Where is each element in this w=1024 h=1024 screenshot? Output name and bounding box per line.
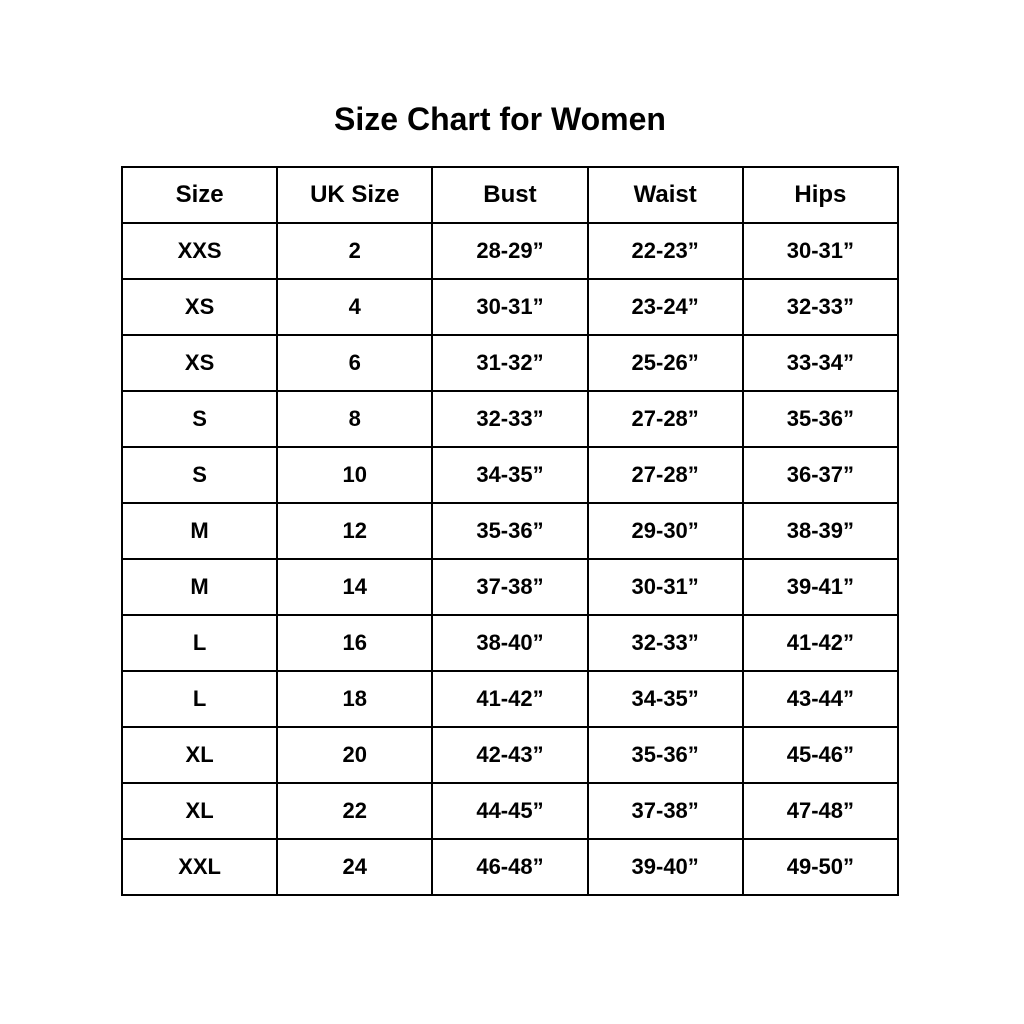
table-row: XL 22 44-45” 37-38” 47-48” [120,782,900,840]
table-row: XS 6 31-32” 25-26” 33-34” [120,334,900,392]
table-cell: 32-33” [586,614,744,672]
table-row: M 14 37-38” 30-31” 39-41” [120,558,900,616]
table-row: XXS 2 28-29” 22-23” 30-31” [120,222,900,280]
table-cell: XXS [120,222,279,280]
table-cell: 41-42” [431,670,589,728]
table-cell: 25-26” [586,334,744,392]
table-cell: L [120,614,279,672]
table-cell: 24 [276,838,434,896]
table-cell: 30-31” [431,278,589,336]
table-cell: L [120,670,279,728]
table-row: XS 4 30-31” 23-24” 32-33” [120,278,900,336]
table-cell: 27-28” [586,390,744,448]
column-header: Hips [741,166,900,224]
table-cell: XL [120,726,279,784]
table-cell: 38-40” [431,614,589,672]
table-cell: 23-24” [586,278,744,336]
table-cell: 38-39” [741,502,900,560]
column-header: Waist [586,166,744,224]
table-cell: 6 [276,334,434,392]
table-cell: 32-33” [431,390,589,448]
table-cell: 8 [276,390,434,448]
table-cell: 37-38” [431,558,589,616]
table-cell: 27-28” [586,446,744,504]
table-cell: 36-37” [741,446,900,504]
table-row: XXL 24 46-48” 39-40” 49-50” [120,838,900,896]
table-row: M 12 35-36” 29-30” 38-39” [120,502,900,560]
column-header: UK Size [276,166,434,224]
size-table-header-row: Size UK Size Bust Waist Hips [120,166,900,224]
table-cell: 2 [276,222,434,280]
page-title: Size Chart for Women [334,101,666,137]
table-cell: 14 [276,558,434,616]
table-cell: 34-35” [431,446,589,504]
size-chart-table: Size UK Size Bust Waist Hips XXS 2 28-29” 22-23… [120,166,900,896]
table-cell: S [120,446,279,504]
table-cell: 37-38” [586,782,744,840]
table-cell: 46-48” [431,838,589,896]
table-cell: XL [120,782,279,840]
column-header: Size [120,166,279,224]
size-table-head: Size UK Size Bust Waist Hips [120,166,900,224]
table-cell: 43-44” [741,670,900,728]
table-cell: XS [120,334,279,392]
table-cell: XXL [120,838,279,896]
table-cell: M [120,502,279,560]
table-cell: XS [120,278,279,336]
table-cell: 31-32” [431,334,589,392]
table-cell: 33-34” [741,334,900,392]
table-cell: 32-33” [741,278,900,336]
table-row: L 16 38-40” 32-33” 41-42” [120,614,900,672]
table-cell: S [120,390,279,448]
table-row: XL 20 42-43” 35-36” 45-46” [120,726,900,784]
table-cell: 35-36” [741,390,900,448]
table-cell: 39-41” [741,558,900,616]
table-row: S 10 34-35” 27-28” 36-37” [120,446,900,504]
table-cell: 47-48” [741,782,900,840]
table-cell: 29-30” [586,502,744,560]
table-cell: 49-50” [741,838,900,896]
table-cell: 42-43” [431,726,589,784]
table-cell: 41-42” [741,614,900,672]
table-cell: 10 [276,446,434,504]
table-cell: 22 [276,782,434,840]
table-cell: 39-40” [586,838,744,896]
table-row: L 18 41-42” 34-35” 43-44” [120,670,900,728]
table-cell: 30-31” [586,558,744,616]
table-cell: 16 [276,614,434,672]
table-cell: 28-29” [431,222,589,280]
table-cell: 45-46” [741,726,900,784]
table-cell: 22-23” [586,222,744,280]
table-cell: 35-36” [431,502,589,560]
table-cell: 18 [276,670,434,728]
table-row: S 8 32-33” 27-28” 35-36” [120,390,900,448]
table-cell: 4 [276,278,434,336]
size-table-body: XXS 2 28-29” 22-23” 30-31” XS 4 30-31” 23-24” 32-… [120,222,900,896]
table-cell: 35-36” [586,726,744,784]
table-cell: 44-45” [431,782,589,840]
table-cell: M [120,558,279,616]
table-cell: 20 [276,726,434,784]
column-header: Bust [431,166,589,224]
table-cell: 12 [276,502,434,560]
table-cell: 34-35” [586,670,744,728]
table-cell: 30-31” [741,222,900,280]
